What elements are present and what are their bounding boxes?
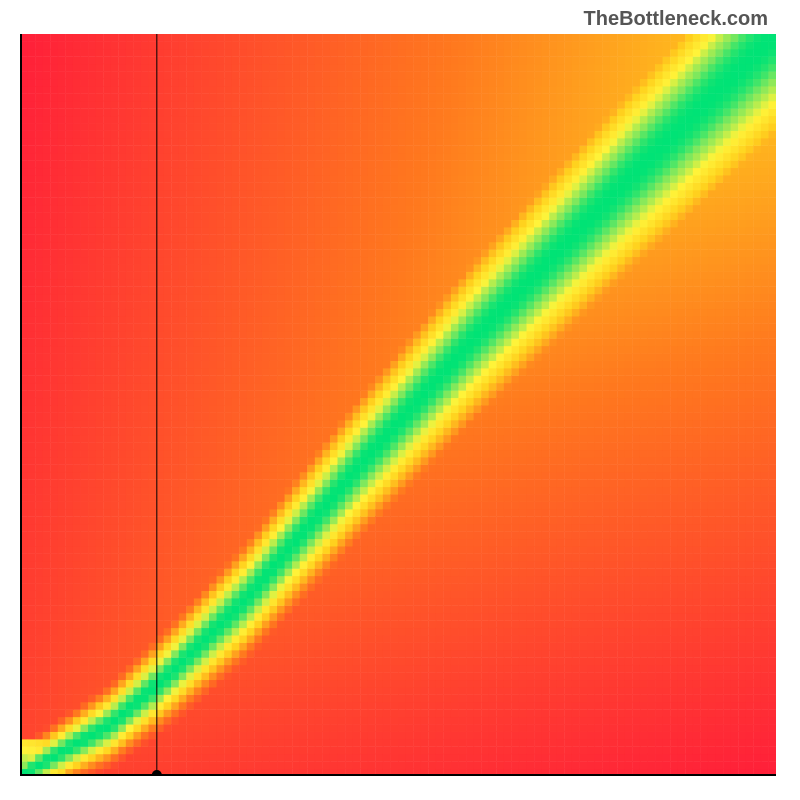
heatmap-canvas [20,34,776,776]
watermark-text: TheBottleneck.com [584,8,768,31]
heatmap-plot [20,34,776,776]
chart-container: TheBottleneck.com [0,0,800,800]
